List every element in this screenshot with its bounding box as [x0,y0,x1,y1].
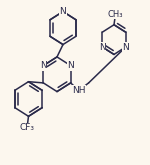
Text: CF₃: CF₃ [20,123,34,132]
Text: N: N [122,43,129,51]
Text: N: N [99,43,106,51]
Text: N: N [60,7,66,16]
Text: CH₃: CH₃ [108,10,123,18]
Text: N: N [67,61,74,70]
Text: NH: NH [72,86,86,95]
Text: N: N [40,61,47,70]
